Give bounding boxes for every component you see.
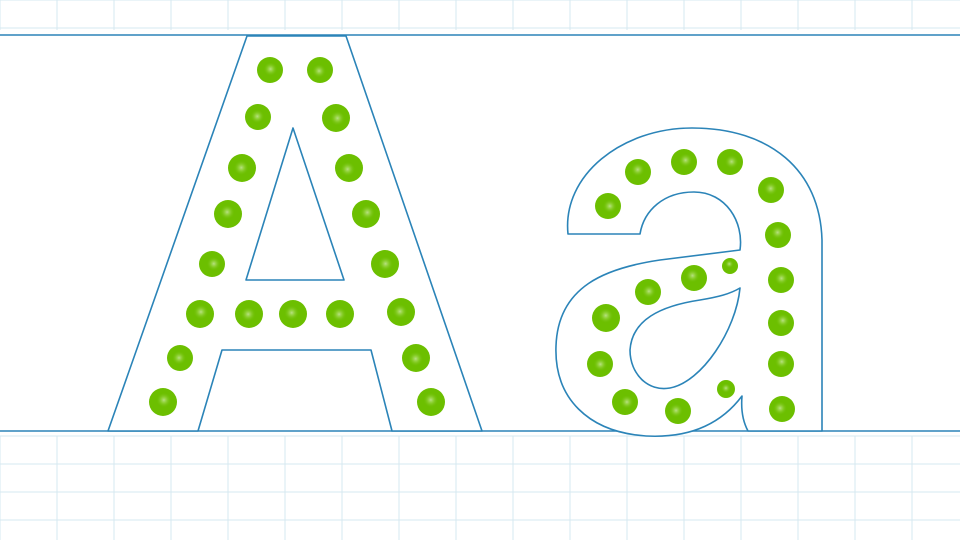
dot-sparkle xyxy=(330,111,345,126)
dot-sparkle xyxy=(378,257,393,272)
dot-sparkle xyxy=(392,305,407,320)
grid-top xyxy=(0,0,960,30)
dot-sparkle xyxy=(685,269,699,283)
dot-sparkle xyxy=(764,182,778,196)
dot-sparkle xyxy=(284,306,299,321)
uppercase-a-outline xyxy=(108,36,482,431)
grid-bottom xyxy=(0,436,960,540)
dot-sparkle xyxy=(724,155,738,169)
dot-sparkle xyxy=(725,260,734,269)
dot-sparkle xyxy=(156,393,171,408)
dot-sparkle xyxy=(234,161,249,176)
dot-sparkle xyxy=(773,402,787,416)
dot-sparkle xyxy=(408,352,423,367)
dot-sparkle xyxy=(360,206,375,221)
dot-sparkle xyxy=(593,358,607,372)
dot-sparkle xyxy=(193,305,208,320)
dot-sparkle xyxy=(678,154,692,168)
dot-sparkle xyxy=(603,200,617,214)
dot-sparkle xyxy=(263,63,277,77)
dot-sparkle xyxy=(775,355,789,369)
dot-sparkle xyxy=(172,351,186,365)
dot-sparkle xyxy=(331,307,346,322)
dot-sparkle xyxy=(774,272,788,286)
dot-sparkle xyxy=(423,393,438,408)
dot-sparkle xyxy=(219,205,234,220)
dot-sparkle xyxy=(620,396,634,410)
dot-sparkle xyxy=(642,285,656,299)
dot-sparkle xyxy=(250,110,264,124)
dot-sparkle xyxy=(340,162,355,177)
dot-sparkle xyxy=(721,384,731,394)
dot-sparkle xyxy=(669,404,683,418)
dot-sparkle xyxy=(631,163,645,177)
dot-sparkle xyxy=(776,314,790,328)
dot-sparkle xyxy=(312,65,326,79)
dot-sparkle xyxy=(598,309,613,324)
dot-sparkle xyxy=(207,257,221,271)
dot-sparkle xyxy=(241,307,256,322)
dot-sparkle xyxy=(770,226,784,240)
